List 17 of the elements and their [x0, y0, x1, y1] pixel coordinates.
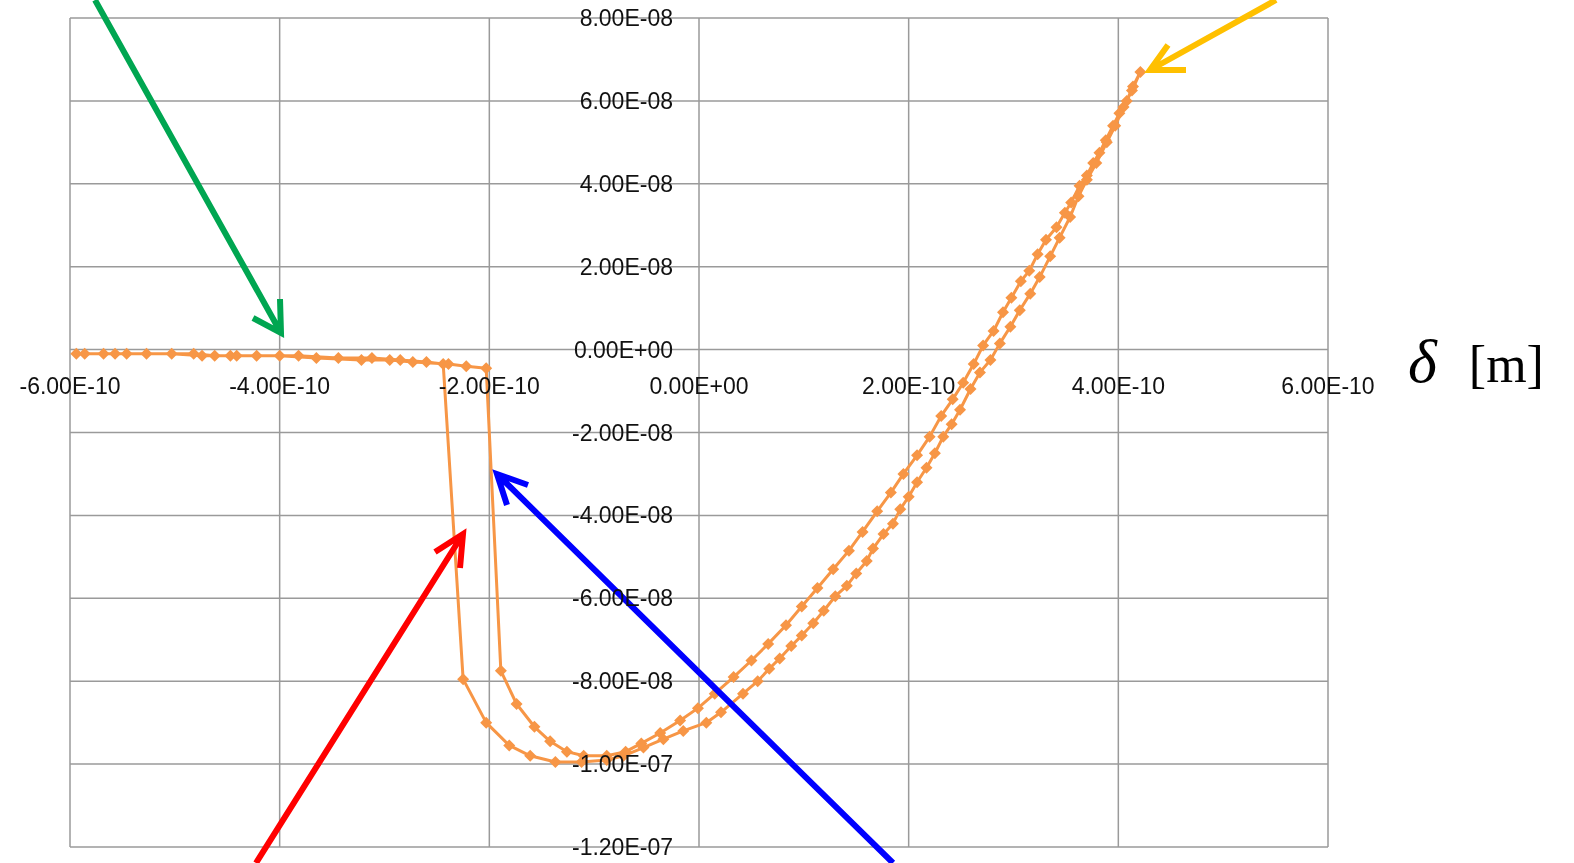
y-tick-label: -1.20E-07	[571, 834, 673, 860]
x-tick-label: 6.00E-10	[1281, 372, 1375, 399]
x-tick-label: 0.00E+00	[649, 372, 749, 399]
y-tick-label: -4.00E-08	[571, 502, 673, 529]
x-axis-title: δ [m]	[1408, 326, 1544, 395]
y-tick-label: 4.00E-08	[579, 170, 673, 197]
x-tick-label: 4.00E-10	[1071, 372, 1166, 399]
y-tick-label: 6.00E-08	[579, 87, 673, 114]
y-tick-label: 0.00E+00	[573, 336, 673, 363]
y-tick-label: -1.00E-07	[571, 751, 673, 778]
x-tick-label: -6.00E-10	[19, 372, 121, 399]
y-tick-label: 8.00E-08	[579, 5, 673, 31]
x-tick-label: 2.00E-10	[861, 372, 956, 399]
y-tick-label: -2.00E-08	[571, 419, 673, 446]
x-tick-label: -4.00E-10	[229, 372, 331, 399]
y-tick-label: -8.00E-08	[571, 668, 673, 695]
y-tick-label: 2.00E-08	[579, 253, 673, 280]
